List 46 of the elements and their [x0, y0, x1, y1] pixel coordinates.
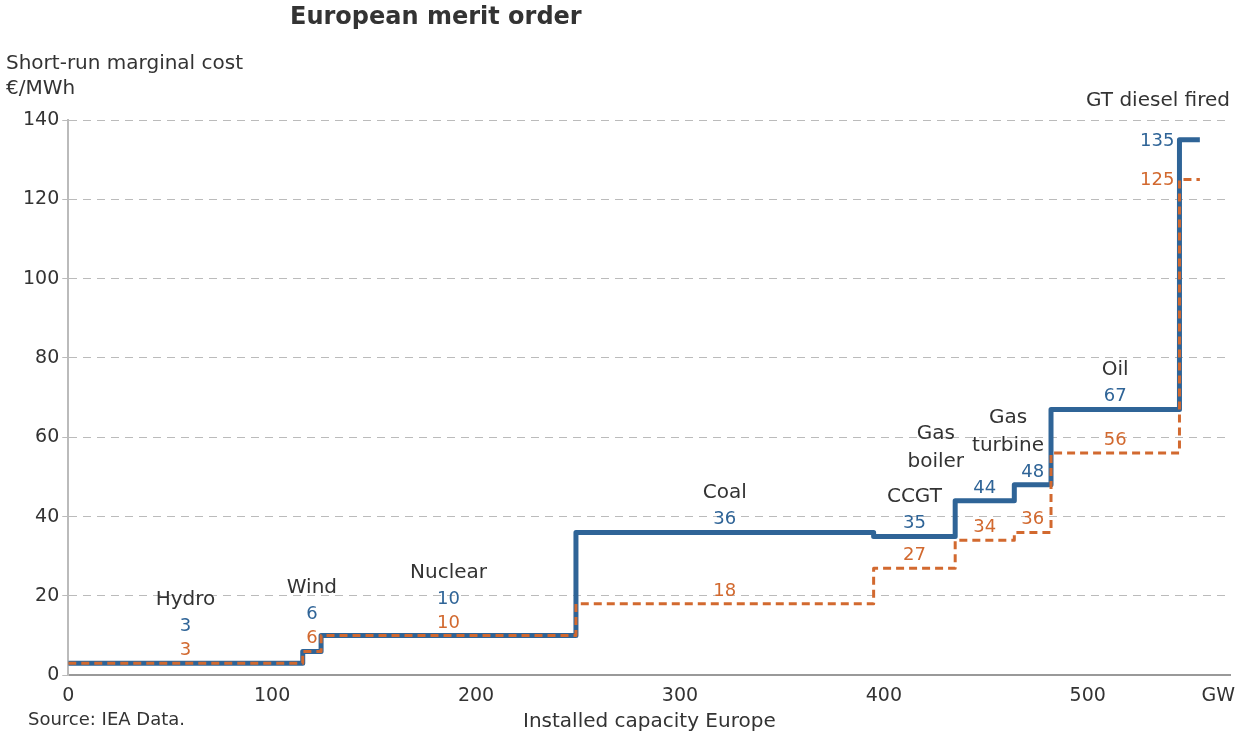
data-label: 6	[306, 602, 318, 624]
data-label: 48	[1021, 459, 1045, 481]
data-label: 125	[1140, 168, 1175, 190]
data-label: 36	[713, 507, 737, 529]
annotation: Wind	[286, 574, 338, 599]
data-label: 35	[902, 511, 926, 533]
annotation: Nuclear	[410, 558, 488, 583]
y-axis-title: Short-run marginal cost €/MWh	[6, 50, 244, 100]
x-axis-title: Installed capacity Europe	[523, 708, 776, 733]
data-label: 6	[306, 626, 318, 648]
data-label: 3	[179, 614, 192, 636]
data-label: 18	[713, 578, 737, 600]
data-label: 36	[1021, 507, 1045, 529]
annotation: CCGT	[886, 483, 943, 508]
annotation: Gas turbine	[972, 403, 1045, 456]
x-tick-label: GW	[1201, 682, 1236, 705]
data-label: 10	[437, 610, 460, 632]
data-label: 27	[902, 543, 926, 565]
data-label: 44	[973, 475, 997, 497]
y-tick-label: 140	[23, 106, 60, 129]
source-note: Source: IEA Data.	[28, 708, 186, 729]
annotation: Gas boiler	[907, 419, 965, 472]
y-tick-label: 60	[35, 424, 60, 447]
x-tick-label: 200	[457, 682, 495, 705]
y-tick-label: 40	[35, 503, 60, 526]
data-label: 67	[1103, 384, 1127, 406]
y-tick-label: 20	[35, 582, 60, 605]
data-label: 56	[1103, 428, 1127, 450]
data-label: 3	[179, 638, 192, 660]
x-tick-label: 300	[661, 682, 699, 705]
annotation: GT diesel fired	[1086, 86, 1230, 111]
data-label: 34	[973, 515, 997, 537]
y-tick-label: 80	[35, 344, 60, 367]
y-tick-label: 120	[23, 186, 60, 209]
annotation: Oil	[1101, 356, 1129, 381]
annotation: Hydro	[155, 586, 216, 611]
x-tick-label: 500	[1069, 682, 1106, 705]
x-tick-label: 400	[865, 682, 902, 705]
chart-title: European merit order	[290, 2, 582, 30]
data-label: 10	[437, 586, 460, 608]
x-tick-label: 0	[62, 682, 75, 705]
y-tick-label: 100	[23, 265, 60, 288]
annotation: Coal	[702, 479, 747, 504]
y-tick-label: 0	[47, 662, 60, 685]
data-label: 135	[1140, 128, 1175, 150]
x-tick-label: 100	[254, 682, 291, 705]
